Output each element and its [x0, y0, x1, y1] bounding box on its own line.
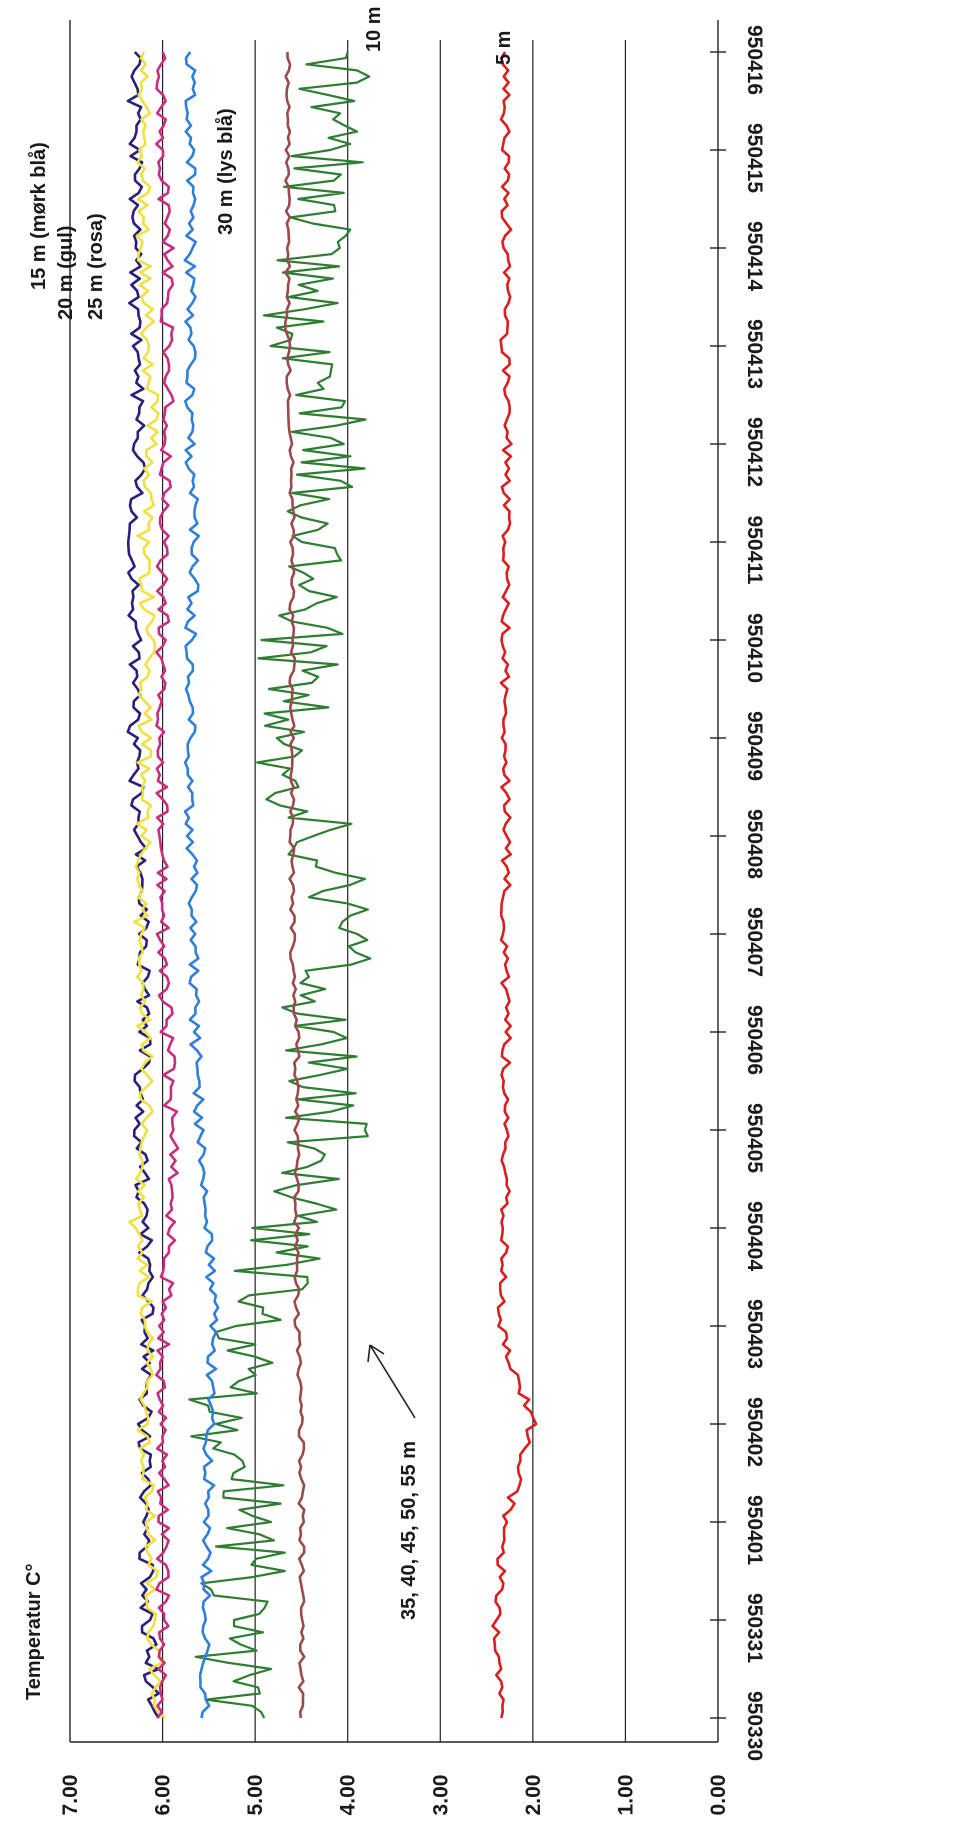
series-line [188, 51, 372, 1719]
series-label: 15 m (mørk blå) [27, 142, 50, 290]
x-tick-label: 950414 [743, 221, 766, 291]
series-labels: Temperatur C° 5 m 10 m 15 m (mørk blå) 20 m … [23, 6, 515, 1700]
x-tick-label: 950403 [743, 1299, 766, 1369]
x-tick-label: 950401 [743, 1495, 766, 1565]
x-tick-label: 950405 [743, 1103, 766, 1173]
x-tick-label: 950406 [743, 1005, 766, 1075]
y-tick-label: 0.00 [707, 1775, 730, 1816]
axes: 0.00 1.00 2.00 3.00 4.00 5.00 6.00 7.00 950330 95… [59, 20, 766, 1815]
y-tick-label: 4.00 [337, 1775, 360, 1816]
x-tick-label: 950409 [743, 711, 766, 781]
series-lines [126, 51, 538, 1719]
series-line [155, 51, 180, 1719]
x-tick-label: 950416 [743, 25, 766, 95]
series-line [491, 51, 538, 1719]
x-tick-label: 950411 [743, 516, 766, 585]
x-tick-label: 950402 [743, 1397, 766, 1467]
y-tick-label: 5.00 [244, 1775, 267, 1816]
series-label: 30 m (lys blå) [214, 108, 237, 235]
gridlines [161, 40, 627, 1742]
series-label: 20 m (gul) [55, 226, 77, 320]
x-tick-label: 950408 [743, 809, 766, 879]
x-tick-label: 950331 [743, 1593, 766, 1663]
y-tick-label: 7.00 [59, 1775, 82, 1816]
x-tick-label: 950330 [743, 1691, 766, 1761]
series-line [126, 51, 160, 1719]
x-tick-label: 950410 [743, 613, 766, 683]
y-tick-label: 6.00 [152, 1775, 175, 1816]
x-tick-label: 950412 [743, 417, 766, 487]
series-line [283, 51, 306, 1719]
x-tick-label: 950404 [743, 1201, 766, 1271]
series-line [128, 51, 166, 1719]
series-label: 25 m (rosa) [85, 213, 107, 320]
y-axis-title: Temperatur C° [23, 1563, 45, 1700]
x-tick-label: 950413 [743, 319, 766, 389]
series-label: 35, 40, 45, 50, 55 m [398, 1441, 420, 1620]
series-label: 5 m [493, 31, 515, 65]
y-tick-label: 3.00 [429, 1775, 452, 1816]
x-tick-label: 950415 [743, 123, 766, 193]
series-line [183, 51, 220, 1719]
y-tick-label: 2.00 [522, 1775, 545, 1816]
series-label: 10 m [363, 6, 385, 52]
x-tick-label: 950407 [743, 907, 766, 977]
arrow-annotation-icon [367, 1344, 416, 1419]
y-tick-label: 1.00 [614, 1775, 637, 1816]
